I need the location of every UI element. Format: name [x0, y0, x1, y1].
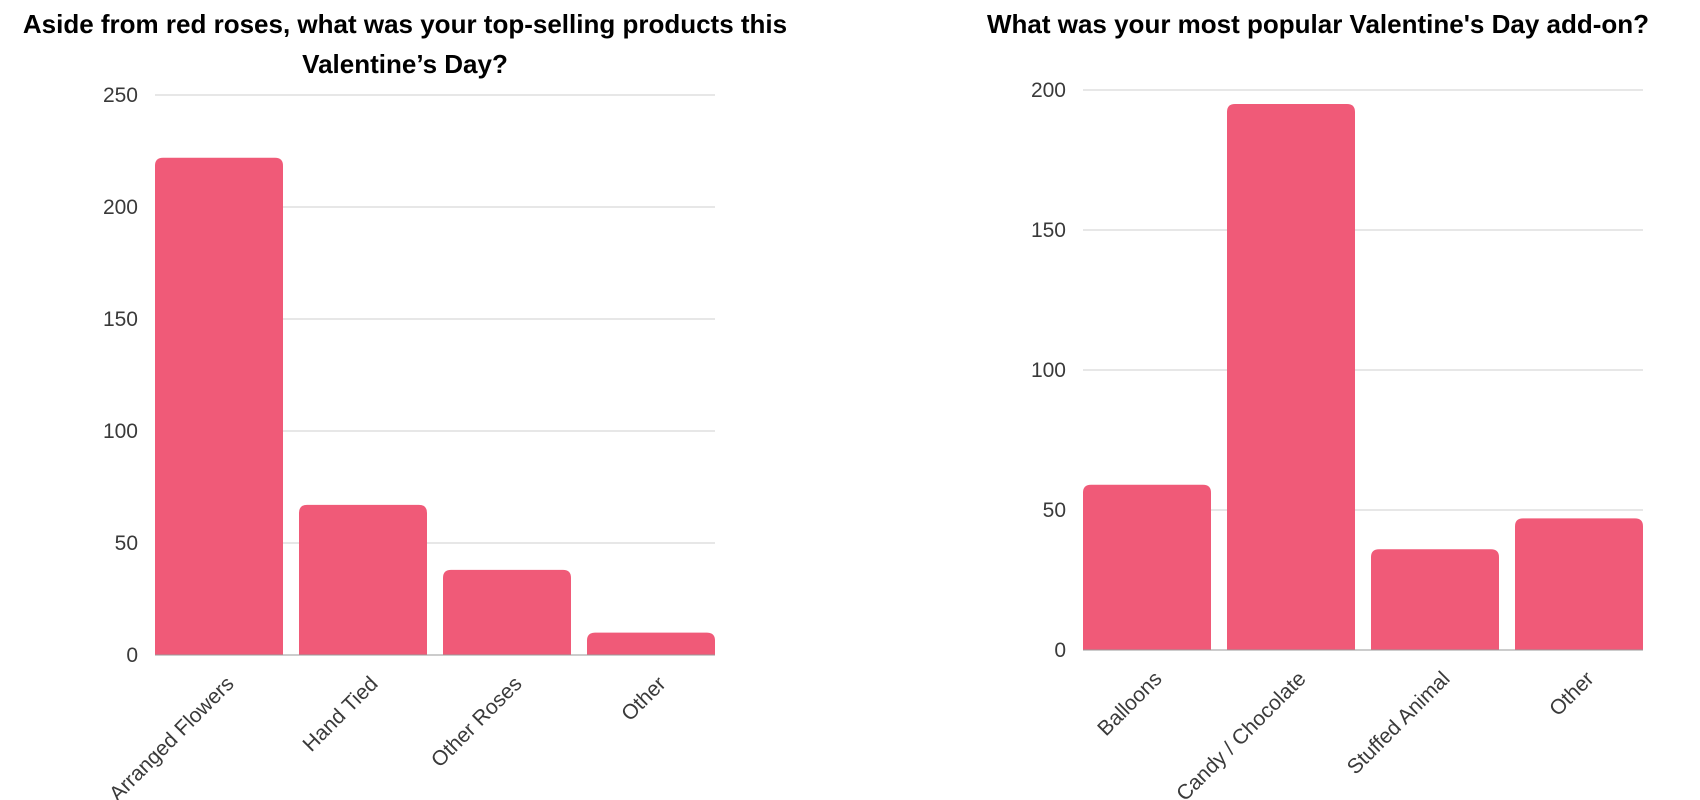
bar [1227, 104, 1355, 650]
bar [1515, 518, 1643, 650]
y-tick-label: 0 [1054, 639, 1066, 662]
bar [155, 157, 283, 655]
y-tick-label: 150 [1031, 219, 1066, 242]
y-tick-label: 200 [103, 196, 138, 219]
y-tick-label: 200 [1031, 79, 1066, 102]
y-tick-label: 50 [115, 532, 138, 555]
x-tick-label: Candy / Chocolate [1172, 667, 1310, 800]
y-tick-label: 150 [103, 308, 138, 331]
x-tick-label: Stuffed Animal [1343, 667, 1455, 779]
x-tick-label: Hand Tied [299, 672, 383, 756]
y-tick-label: 100 [103, 420, 138, 443]
bar [587, 632, 715, 655]
y-tick-label: 0 [126, 644, 138, 667]
x-tick-label: Other [1545, 667, 1598, 720]
x-tick-label: Balloons [1093, 667, 1166, 740]
bar [443, 569, 571, 655]
bar [299, 504, 427, 655]
x-tick-label: Other Roses [427, 672, 527, 772]
bar [1371, 549, 1499, 650]
chart-title-line: Aside from red roses, what was your top-… [23, 9, 787, 39]
x-tick-label: Arranged Flowers [105, 672, 238, 800]
y-tick-label: 100 [1031, 359, 1066, 382]
chart-popular-add-on: What was your most popular Valentine's D… [987, 9, 1649, 800]
y-tick-label: 250 [103, 84, 138, 107]
chart-title-line: What was your most popular Valentine's D… [987, 9, 1649, 39]
chart-title-line: Valentine’s Day? [302, 49, 508, 79]
bar [1083, 484, 1211, 650]
x-tick-label: Other [617, 672, 670, 725]
y-tick-label: 50 [1043, 499, 1066, 522]
chart-top-selling-products: Aside from red roses, what was your top-… [23, 9, 787, 800]
